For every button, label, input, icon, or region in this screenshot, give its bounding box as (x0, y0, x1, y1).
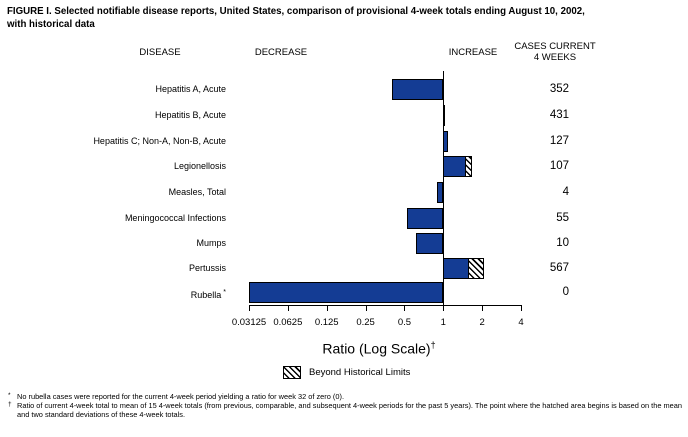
axis-tick-2 (482, 305, 484, 311)
plot-area: 0.03125 0.0625 0.125 0.25 0.5 1 2 4 (232, 71, 524, 328)
bar-measles-total (437, 181, 444, 203)
footnotes: * No rubella cases were reported for the … (8, 392, 684, 419)
cases-value-rubella: 0 (562, 286, 569, 298)
axis-tick-0.125 (326, 305, 328, 311)
bar-rubella (249, 282, 444, 303)
column-header-cases-line2: 4 WEEKS (533, 52, 577, 63)
bar-pertussis (443, 257, 484, 279)
tick-label-1: 1 (440, 317, 446, 328)
cases-value-mumps: 10 (556, 236, 569, 249)
legend-hatch-swatch (283, 366, 301, 379)
tick-label-0.25: 0.25 (356, 317, 375, 328)
footnote-ratio-marker: † (8, 401, 12, 408)
bar-mumps (415, 232, 444, 254)
cases-value-pertussis: 567 (549, 261, 569, 274)
row-label-measles-total: Measles, Total (168, 186, 226, 197)
column-header-cases: CASES CURRENT 4 WEEKS (501, 41, 609, 63)
legend: Beyond Historical Limits (283, 366, 410, 379)
row-label-hepatitis-a-acute: Hepatitis A, Acute (155, 83, 226, 94)
beyond-limits-hatch (465, 157, 472, 176)
bar-hepatitis-c-non-a-non-b-acute (443, 130, 448, 152)
cases-value-meningococcal-infections: 55 (556, 211, 569, 224)
cases-value-legionellosis: 107 (549, 160, 569, 172)
bar-hepatitis-a-acute (391, 78, 444, 100)
legend-label: Beyond Historical Limits (309, 367, 411, 378)
tick-label-0.5: 0.5 (397, 317, 412, 328)
tick-label-2: 2 (479, 317, 485, 328)
row-label-hepatitis-b-acute: Hepatitis B, Acute (154, 109, 226, 120)
figure-title: FIGURE I. Selected notifiable disease re… (7, 6, 685, 31)
bar-meningococcal-infections (406, 207, 444, 229)
cases-value-hepatitis-c-non-a-non-b-acute: 127 (549, 134, 569, 147)
axis-tick-0.0625 (287, 305, 289, 311)
axis-tick-0.5 (404, 305, 406, 311)
footnote-rubella-text: No rubella cases were reported for the c… (17, 392, 344, 401)
bar-legionellosis (443, 156, 473, 177)
axis-tick-4 (521, 305, 522, 311)
column-header-disease: DISEASE (139, 47, 181, 58)
baseline-ratio-1 (443, 71, 445, 305)
bar-hepatitis-b-acute (443, 104, 446, 126)
footnote-ratio-definition: † Ratio of current 4-week total to mean o… (8, 401, 684, 419)
row-label-mumps: Mumps (196, 237, 226, 248)
footnote-rubella-marker: * (8, 392, 11, 399)
x-axis-title-text: Ratio (Log Scale) (322, 340, 431, 357)
row-label-hepatitis-c-non-a-non-b-acute: Hepatitis C; Non-A, Non-B, Acute (93, 135, 226, 146)
axis-tick-1 (443, 305, 445, 311)
x-axis-title: Ratio (Log Scale)† (245, 340, 513, 357)
tick-label-0.03125: 0.03125 (231, 317, 267, 328)
row-label-rubella: Rubella * (190, 289, 226, 300)
row-label-legionellosis: Legionellosis (173, 161, 226, 171)
cases-value-hepatitis-a-acute: 352 (549, 82, 569, 95)
tick-label-0.125: 0.125 (314, 317, 339, 328)
figure-title-line1: FIGURE I. Selected notifiable disease re… (7, 6, 585, 17)
footnote-rubella: * No rubella cases were reported for the … (8, 392, 684, 401)
cases-value-measles-total: 4 (562, 185, 569, 198)
figure-title-line2: with historical data (7, 18, 95, 30)
column-header-decrease: DECREASE (254, 47, 308, 58)
row-label-pertussis: Pertussis (188, 262, 226, 273)
row-label-meningococcal-infections: Meningococcal Infections (124, 212, 226, 223)
beyond-limits-hatch (468, 258, 483, 278)
x-axis-title-dagger: † (430, 340, 436, 350)
footnote-ratio-text: Ratio of current 4-week total to mean of… (17, 401, 682, 419)
axis-tick-0.25 (365, 305, 367, 311)
column-header-increase: INCREASE (448, 47, 498, 58)
axis-tick-0.03125 (249, 305, 250, 311)
row-label-footnote-marker: * (223, 289, 226, 296)
tick-label-4: 4 (518, 317, 524, 328)
tick-label-0.0625: 0.0625 (273, 317, 303, 328)
cases-value-hepatitis-b-acute: 431 (549, 108, 569, 121)
column-header-cases-line1: CASES CURRENT (514, 41, 596, 52)
